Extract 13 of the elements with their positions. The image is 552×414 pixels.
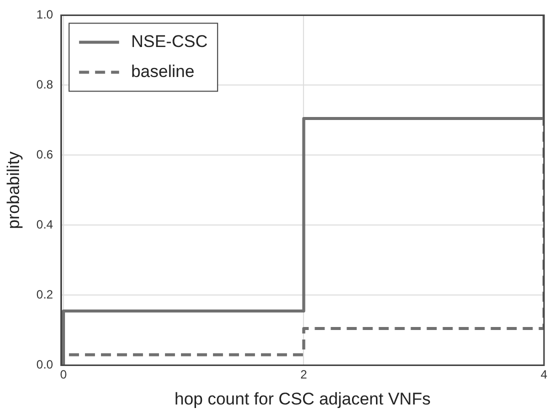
x-tick-label: 0 [60,368,68,382]
y-tick-label: 0.4 [36,218,54,232]
x-tick-label: 4 [540,368,548,382]
y-tick-label: 0.8 [36,78,54,92]
y-tick-label: 1.0 [36,8,54,22]
legend-label: baseline [131,62,194,81]
y-tick-label: 0.6 [36,148,54,162]
y-tick-label: 0.0 [36,358,54,372]
y-tick-label: 0.2 [36,288,54,302]
legend-label: NSE-CSC [131,32,208,51]
x-tick-label: 2 [300,368,308,382]
y-axis-title: probability [4,150,23,229]
x-axis-title: hop count for CSC adjacent VNFs [174,389,431,408]
